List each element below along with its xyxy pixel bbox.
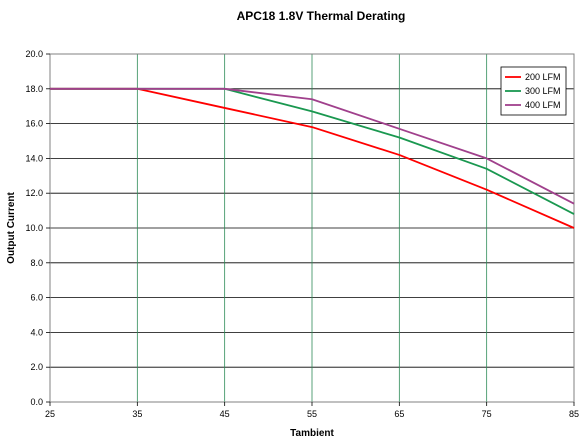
x-tick-label: 35 <box>132 409 142 419</box>
y-tick-label: 16.0 <box>25 119 43 129</box>
x-tick-label: 45 <box>220 409 230 419</box>
y-axis-title: Output Current <box>6 192 17 264</box>
x-tick-label: 85 <box>569 409 579 419</box>
x-axis: 25 35 45 55 65 75 85 <box>45 402 579 419</box>
gridlines <box>50 54 574 402</box>
y-tick-label: 10.0 <box>25 223 43 233</box>
y-tick-label: 2.0 <box>30 362 43 372</box>
y-tick-label: 12.0 <box>25 188 43 198</box>
series-lines <box>50 87 575 229</box>
y-axis: 0.0 2.0 4.0 6.0 8.0 10.0 12.0 14.0 16.0 18.0 20.0 <box>25 49 50 407</box>
legend-label: 200 LFM <box>525 72 561 82</box>
x-tick-label: 65 <box>394 409 404 419</box>
chart-title: APC18 1.8V Thermal Derating <box>237 9 406 23</box>
legend-label: 300 LFM <box>525 86 561 96</box>
y-tick-label: 8.0 <box>30 258 43 268</box>
series-line-400-lfm <box>50 87 575 205</box>
x-tick-label: 75 <box>482 409 492 419</box>
y-tick-label: 20.0 <box>25 49 43 59</box>
y-tick-label: 6.0 <box>30 293 43 303</box>
legend-label: 400 LFM <box>525 100 561 110</box>
y-tick-label: 0.0 <box>30 397 43 407</box>
x-tick-label: 25 <box>45 409 55 419</box>
x-tick-label: 55 <box>307 409 317 419</box>
x-axis-title: Tambient <box>290 428 334 439</box>
y-tick-label: 4.0 <box>30 327 43 337</box>
legend: 200 LFM 300 LFM 400 LFM <box>500 66 567 116</box>
y-tick-label: 14.0 <box>25 153 43 163</box>
y-tick-label: 18.0 <box>25 84 43 94</box>
